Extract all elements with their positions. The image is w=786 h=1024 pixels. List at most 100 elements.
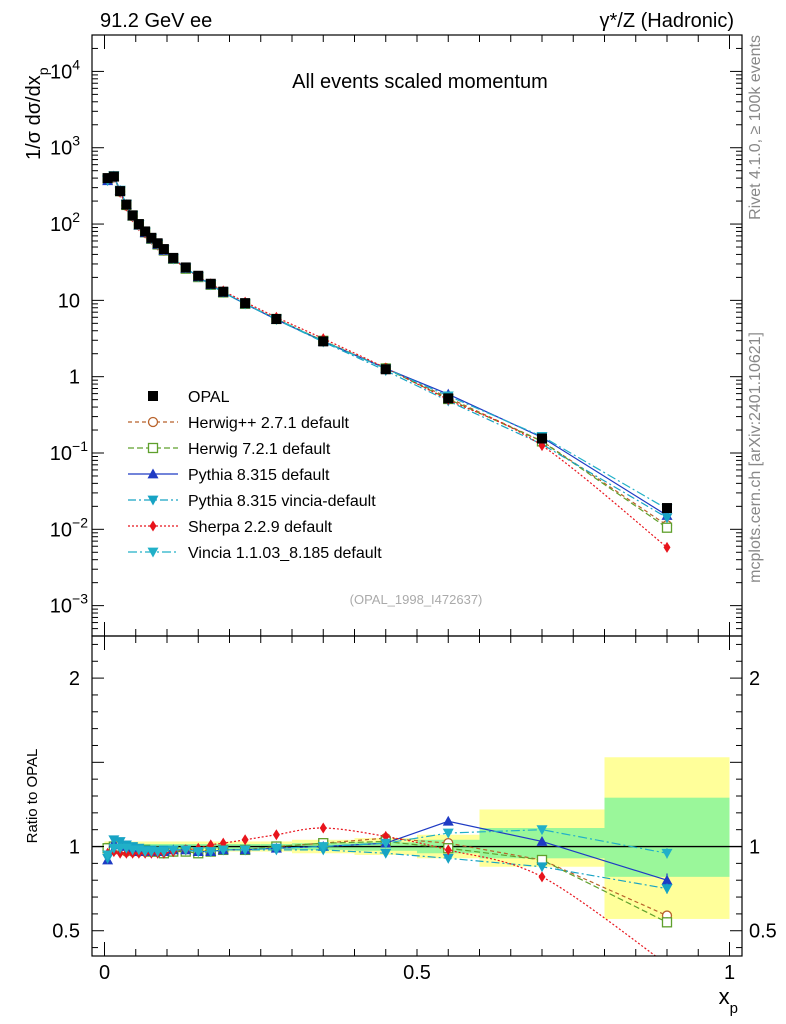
legend-marker xyxy=(147,468,159,479)
series-3-point xyxy=(661,513,673,524)
opal-data-point xyxy=(152,238,163,249)
series-5-ratio-point xyxy=(167,845,179,856)
legend-label: Pythia 8.315 vincia-default xyxy=(188,493,376,510)
series-5-ratio-point xyxy=(380,838,392,849)
legend-label: Sherpa 2.2.9 default xyxy=(188,519,333,536)
series-4-ratio-point xyxy=(241,834,249,846)
opal-data-point xyxy=(537,433,547,444)
series-5-ratio-point xyxy=(442,828,454,839)
series-4-ratio-point xyxy=(664,959,671,970)
header-left-label: 91.2 GeV ee xyxy=(100,10,212,32)
chart-title: All events scaled momentum xyxy=(292,71,548,93)
ratio-y-tick-label: 1 xyxy=(69,837,80,859)
y-tick-label: 10−1 xyxy=(50,438,88,465)
legend-marker xyxy=(147,547,159,558)
series-1-ratio-point xyxy=(661,917,673,928)
mcplots-note: mcplots.cern.ch [arXiv:2401.10621] xyxy=(747,332,764,583)
opal-data-point xyxy=(318,336,329,347)
series-4-ratio-point xyxy=(272,829,280,841)
series-4-ratio-point xyxy=(444,844,452,856)
opal-data-point xyxy=(271,313,282,324)
y-tick-label: 103 xyxy=(50,133,80,160)
series-5-ratio-point xyxy=(661,848,673,859)
legend-label: Herwig 7.2.1 default xyxy=(188,441,331,458)
ratio-y-tick-label: 2 xyxy=(69,668,80,690)
y-tick-label: 1 xyxy=(69,367,80,389)
series-4-ratio-point xyxy=(538,871,546,883)
legend: OPAL Herwig++ 2.7.1 default Herwig 7.2.1 d… xyxy=(128,389,382,562)
legend-marker xyxy=(147,442,159,454)
opal-data-point xyxy=(146,232,157,243)
series-2-ratio-point xyxy=(661,874,673,885)
x-tick-label: 0 xyxy=(99,962,110,984)
ratio-y-tick-label-right: 2 xyxy=(749,668,760,690)
legend-label: Pythia 8.315 default xyxy=(188,467,330,484)
series-2-ratio-point xyxy=(536,835,548,846)
series-4-line xyxy=(107,176,668,548)
series-1-point xyxy=(661,522,673,533)
opal-data-point xyxy=(380,364,391,375)
opal-data-point xyxy=(180,262,191,273)
series-4-ratio-point xyxy=(319,822,327,834)
series-5-ratio-point xyxy=(102,850,114,861)
series-4-point xyxy=(663,541,671,553)
series-5-ratio-point xyxy=(217,845,229,856)
main-series-layer xyxy=(102,170,673,553)
series-5-ratio-point xyxy=(205,847,217,858)
legend-marker xyxy=(148,391,158,401)
series-5-ratio-point xyxy=(158,847,170,858)
opal-data-point xyxy=(443,393,454,404)
legend-label: Vincia 1.1.03_8.185 default xyxy=(188,545,382,562)
series-5-ratio-point xyxy=(180,845,192,856)
opal-data-point xyxy=(218,286,229,297)
series-3-ratio-point xyxy=(442,853,454,864)
series-3-ratio-point xyxy=(536,862,548,873)
legend-label: OPAL xyxy=(188,389,230,406)
opal-data-point xyxy=(240,298,251,309)
ratio-y-tick-label-right: 0.5 xyxy=(749,921,777,943)
header-right-label: γ*/Z (Hadronic) xyxy=(600,10,734,32)
series-3-ratio-point xyxy=(661,884,673,895)
opal-data-point xyxy=(193,270,204,281)
ratio-y-tick-label: 0.5 xyxy=(52,921,80,943)
opal-data-point xyxy=(127,210,138,221)
analysis-label: (OPAL_1998_I472637) xyxy=(350,592,483,607)
opal-data-point xyxy=(115,186,126,197)
series-2-ratio-point xyxy=(442,815,454,826)
legend-marker xyxy=(147,416,159,428)
x-tick-label: 1 xyxy=(724,962,735,984)
y-tick-label: 102 xyxy=(50,209,80,236)
opal-data-point xyxy=(662,503,672,514)
opal-data-point xyxy=(133,219,144,230)
series-3-ratio-point xyxy=(380,848,392,859)
legend-marker xyxy=(149,520,157,532)
x-axis-title: xp xyxy=(719,984,738,1017)
y-tick-label: 10−3 xyxy=(50,591,88,618)
series-5-ratio-point xyxy=(536,825,548,836)
ratio-series-layer xyxy=(102,815,673,970)
y-tick-label: 10 xyxy=(58,290,80,312)
opal-data-point xyxy=(121,199,132,210)
series-5-ratio-point xyxy=(192,847,204,858)
rivet-note: Rivet 4.1.0, ≥ 100k events xyxy=(747,35,764,220)
opal-data-point xyxy=(140,226,151,237)
y-tick-label: 10−2 xyxy=(50,514,88,541)
ratio-band-stat xyxy=(604,797,730,877)
y-tick-label: 104 xyxy=(50,56,80,83)
opal-data-point xyxy=(205,278,216,289)
series-3-ratio-point xyxy=(114,837,126,847)
series-2-line xyxy=(107,175,668,516)
series-5-ratio-point xyxy=(270,843,282,854)
series-5-ratio-point xyxy=(239,845,251,856)
legend-label: Herwig++ 2.7.1 default xyxy=(188,415,350,432)
opal-data-point xyxy=(168,252,179,263)
opal-data-point xyxy=(108,171,119,182)
x-tick-label: 0.5 xyxy=(403,962,431,984)
ratio-y-tick-label-right: 1 xyxy=(749,837,760,859)
ratio-y-axis-title: Ratio to OPAL xyxy=(24,749,41,844)
legend-marker xyxy=(147,495,159,506)
opal-data-point xyxy=(102,173,113,184)
series-5-ratio-point xyxy=(317,842,329,853)
